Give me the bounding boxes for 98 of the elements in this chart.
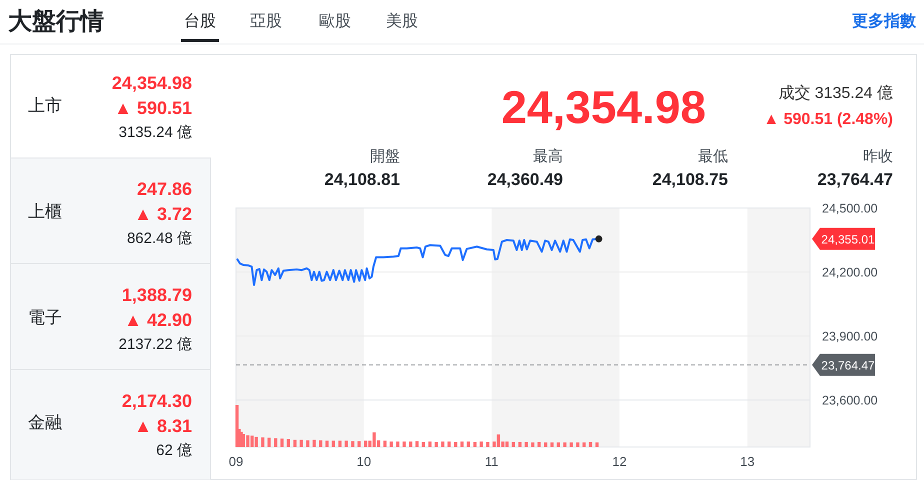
- bar: [556, 442, 560, 447]
- bar: [544, 442, 548, 447]
- bar: [512, 442, 516, 447]
- bar: [261, 437, 264, 447]
- bar: [332, 440, 336, 447]
- text: 862.48 億: [126, 230, 192, 247]
- bar: [570, 442, 573, 447]
- bar: [306, 440, 310, 447]
- bar: [550, 442, 554, 447]
- bar: [538, 442, 541, 447]
- text: ▲ 590.51 (2.48%): [763, 111, 893, 128]
- text: ▲ 8.31: [134, 416, 192, 436]
- bar: [293, 440, 297, 447]
- text: ▲ 590.51: [114, 98, 192, 118]
- text: 台股: [184, 12, 216, 30]
- y-tick-label: 23,600.00: [822, 394, 878, 408]
- bar: [486, 442, 490, 447]
- text: 3135.24 億: [118, 124, 192, 141]
- bar: [415, 441, 419, 447]
- text: 24,354.98: [501, 81, 706, 133]
- text: 昨收: [863, 148, 893, 165]
- bar: [338, 440, 342, 447]
- bar: [372, 432, 376, 447]
- bar: [531, 442, 534, 447]
- bar: [319, 440, 322, 447]
- bar: [582, 442, 586, 447]
- text: ▲ 42.90: [124, 310, 192, 330]
- bar: [274, 438, 278, 447]
- text: 23,764.47: [817, 170, 893, 189]
- bar: [576, 442, 580, 447]
- x-tick-label: 13: [740, 454, 755, 469]
- bar: [390, 442, 393, 447]
- text: 最高: [533, 148, 563, 165]
- text: 247.86: [136, 179, 192, 199]
- bar: [505, 442, 509, 447]
- bar: [344, 440, 348, 447]
- text: 24,360.49: [487, 170, 563, 189]
- bar: [434, 442, 438, 447]
- ref-line-label: 23,764.47: [821, 358, 876, 372]
- bar: [280, 438, 284, 447]
- text: 成交 3135.24 億: [778, 84, 893, 102]
- x-tick-label: 10: [356, 454, 372, 469]
- bar: [242, 434, 246, 447]
- bar: [588, 442, 592, 447]
- bar: [383, 440, 387, 447]
- text: 上市: [28, 96, 62, 115]
- text: 電子: [28, 308, 62, 327]
- bar: [312, 440, 316, 447]
- bar: [428, 442, 432, 447]
- y-tick-label: 24,200.00: [822, 266, 878, 280]
- text: 2,174.30: [122, 391, 192, 411]
- bar: [325, 440, 329, 447]
- bar: [409, 442, 412, 447]
- text: 最低: [698, 148, 728, 165]
- bar: [402, 442, 406, 447]
- bar: [466, 442, 470, 447]
- bar: [351, 441, 354, 447]
- text: 更多指數: [852, 12, 917, 30]
- bar: [422, 442, 426, 447]
- bar: [254, 436, 258, 447]
- text: 美股: [386, 12, 418, 30]
- bar: [396, 442, 400, 447]
- x-tick-label: 09: [228, 454, 244, 469]
- text: 歐股: [319, 13, 351, 30]
- y-tick-label: 23,900.00: [822, 330, 878, 344]
- bar: [268, 438, 271, 447]
- bar: [518, 442, 522, 447]
- x-tick-label: 11: [484, 454, 498, 469]
- bar: [460, 442, 464, 447]
- text: 上櫃: [28, 202, 62, 221]
- bar: [496, 434, 500, 447]
- bar: [595, 442, 599, 447]
- text: 金融: [28, 413, 62, 432]
- bar: [246, 435, 250, 447]
- bar: [454, 442, 458, 447]
- bar: [480, 442, 483, 447]
- x-tick-label: 12: [612, 454, 627, 469]
- bar: [358, 441, 361, 447]
- text: 開盤: [370, 148, 400, 165]
- text: 1,388.79: [122, 285, 192, 305]
- bar: [441, 442, 444, 447]
- text: 62 億: [156, 442, 192, 459]
- text: 大盤行情: [8, 8, 104, 35]
- bar: [300, 440, 303, 447]
- text: 2137.22 億: [118, 336, 192, 353]
- text: 24,354.98: [112, 73, 192, 93]
- bar: [286, 439, 290, 447]
- text: 24,108.75: [652, 170, 728, 189]
- bar: [524, 442, 528, 447]
- y-tick-label: 24,500.00: [822, 202, 878, 216]
- text: 亞股: [250, 13, 282, 30]
- text: 24,108.81: [324, 170, 400, 189]
- bar: [448, 442, 451, 447]
- bar: [473, 442, 477, 447]
- bar: [563, 442, 566, 447]
- bar: [364, 440, 368, 447]
- text: 24,355.01: [821, 232, 876, 246]
- text: ▲ 3.72: [134, 204, 192, 224]
